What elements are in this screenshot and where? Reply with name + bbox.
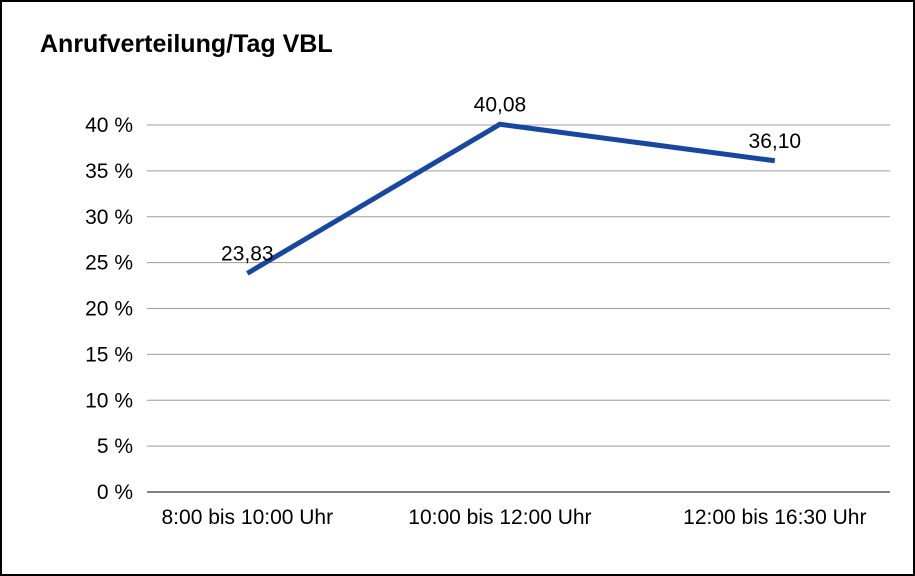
data-line-series	[246, 121, 776, 276]
x-axis-label: 12:00 bis 16:30 Uhr	[683, 506, 866, 529]
x-axis-label: 8:00 bis 10:00 Uhr	[162, 506, 334, 529]
y-tick-label: 10 %	[85, 389, 133, 412]
value-label: 40,08	[474, 93, 527, 116]
y-tick-label: 40 %	[85, 114, 133, 137]
y-tick-label: 35 %	[85, 160, 133, 183]
y-tick-label: 20 %	[85, 298, 133, 321]
y-tick-label: 25 %	[85, 252, 133, 275]
x-axis-label: 10:00 bis 12:00 Uhr	[408, 506, 591, 529]
chart-title: Anrufverteilung/Tag VBL	[40, 30, 333, 58]
y-tick-label: 0 %	[97, 481, 133, 504]
value-label: 23,83	[221, 242, 274, 265]
y-tick-label: 15 %	[85, 343, 133, 366]
y-tick-label: 5 %	[97, 435, 133, 458]
value-label: 36,10	[749, 130, 802, 153]
y-tick-label: 30 %	[85, 206, 133, 229]
